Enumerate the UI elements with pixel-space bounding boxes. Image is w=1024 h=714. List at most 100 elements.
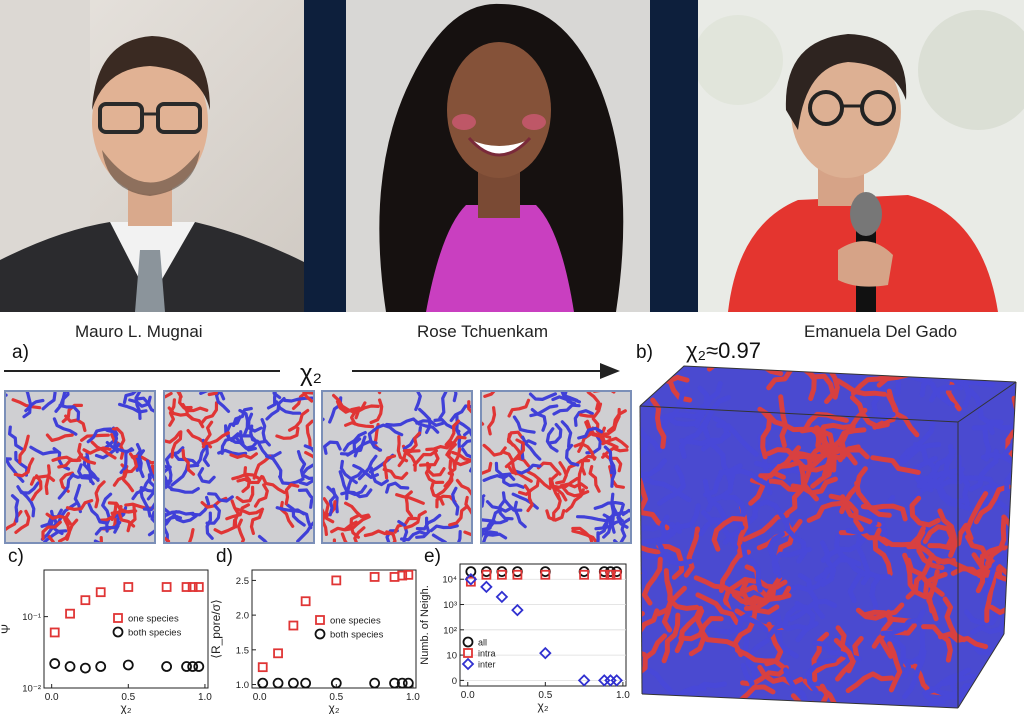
x-tick-label: 1.0 xyxy=(406,692,420,703)
fiber-segment xyxy=(451,450,471,462)
cube-fiber xyxy=(701,395,732,439)
fiber-segment xyxy=(45,512,72,526)
fiber-segment xyxy=(487,406,497,436)
fiber-segment xyxy=(165,464,173,489)
fiber-segment xyxy=(253,483,269,508)
fiber-segment xyxy=(181,448,196,476)
fiber-segment xyxy=(303,444,313,453)
cube-fiber xyxy=(640,517,683,534)
fiber-segment xyxy=(512,438,525,462)
fiber-segment xyxy=(526,470,552,490)
cube-fiber xyxy=(678,616,724,642)
data-point-one-species xyxy=(300,596,311,607)
cube-fiber xyxy=(640,429,650,480)
data-point-both-species xyxy=(122,659,134,671)
cube-fiber xyxy=(791,446,845,460)
cube-fiber xyxy=(839,466,868,515)
portrait-mauro xyxy=(0,0,304,312)
data-point-inter xyxy=(464,572,478,586)
y-tick-label: 2.0 xyxy=(236,611,249,622)
fiber-segment xyxy=(418,407,432,434)
chart-pore-radius: 0.0 0.5 1.0 χ₂ 1.0 1.5 2.0 2.5 ⟨R_pore/σ⟩ one spe… xyxy=(209,569,420,714)
fiber-segment xyxy=(139,488,152,518)
data-point-one-species xyxy=(288,620,299,631)
fiber-segment xyxy=(523,484,534,513)
data-point-one-species xyxy=(181,582,192,592)
data-point-both-species xyxy=(257,677,269,689)
fiber-segment xyxy=(170,487,200,494)
fiber-segment xyxy=(606,409,627,433)
fiber-segment xyxy=(304,451,313,459)
fiber-segment xyxy=(419,450,440,467)
fiber-segment xyxy=(11,398,42,410)
fiber-segment xyxy=(545,509,566,522)
cube-fiber xyxy=(926,569,940,622)
fiber-segment xyxy=(14,509,31,534)
fiber-segment xyxy=(214,392,231,413)
fiber-segment xyxy=(201,431,230,446)
y-tick-label: 10² xyxy=(443,625,457,636)
fiber-segment xyxy=(181,403,209,413)
fiber-segment xyxy=(171,511,198,524)
cube-fiber xyxy=(640,375,651,405)
fiber-segment xyxy=(343,515,371,532)
cube-fiber xyxy=(640,477,648,528)
fiber-segment xyxy=(435,471,454,497)
fiber-segment xyxy=(385,481,410,494)
x-tick-label: 0.5 xyxy=(329,692,343,703)
fiber-segment xyxy=(305,419,313,449)
fiber-segment xyxy=(344,501,370,519)
data-point-both-species xyxy=(187,661,199,672)
data-point-intra xyxy=(481,569,492,580)
fiber-segment xyxy=(252,454,272,480)
cube-fiber xyxy=(790,476,838,496)
fiber-segment xyxy=(44,464,51,495)
fiber-segment xyxy=(45,433,74,442)
fiber-segment xyxy=(165,446,185,468)
data-point-both-species xyxy=(300,677,312,689)
x-tick-label: 0.5 xyxy=(538,690,552,701)
cube-fiber xyxy=(986,687,1016,704)
chart-neighbors: 0.0 0.5 1.0 χ₂ 10⁴ 10³ 10² 10 0 Numb. of Neigh. al… xyxy=(419,563,630,713)
snapshot-2 xyxy=(163,390,315,544)
fiber-segment xyxy=(229,452,258,460)
fiber-segment xyxy=(58,518,79,542)
fiber-segment xyxy=(482,461,493,475)
fiber-segment xyxy=(573,409,594,427)
fiber-segment xyxy=(187,445,207,468)
fiber-segment xyxy=(448,504,469,527)
legend-label: intra xyxy=(478,649,496,659)
x-axis-label: χ₂ xyxy=(329,701,340,714)
fiber-segment xyxy=(482,495,485,508)
fiber-segment xyxy=(367,427,383,452)
fiber-segment xyxy=(296,521,313,542)
fiber-segment xyxy=(165,465,172,491)
x-tick-label: 1.0 xyxy=(616,690,630,701)
fiber-segment xyxy=(512,415,536,434)
cube-fiber xyxy=(695,592,740,626)
fiber-segment xyxy=(435,494,457,509)
fiber-segment xyxy=(101,492,113,520)
cube-fiber xyxy=(810,700,851,708)
cube-fiber xyxy=(751,366,784,377)
y-axis-label: Numb. of Neigh. xyxy=(419,585,431,664)
cube-fiber xyxy=(640,633,668,677)
data-point-one-species xyxy=(49,627,60,638)
data-point-both-species xyxy=(369,677,381,689)
fiber-segment xyxy=(463,428,471,437)
fiber-segment xyxy=(447,447,462,475)
fiber-segment xyxy=(29,445,59,456)
fiber-segment xyxy=(528,392,557,401)
fiber-segment xyxy=(291,392,313,410)
cube-fiber xyxy=(884,635,911,679)
fiber-segment xyxy=(14,450,29,477)
data-point-inter xyxy=(480,580,493,594)
fiber-segment xyxy=(205,503,221,525)
fiber-segment xyxy=(274,400,302,415)
fiber-segment xyxy=(16,481,40,495)
fiber-segment xyxy=(197,467,216,484)
cube-fiber xyxy=(641,556,663,606)
fiber-segment xyxy=(301,473,313,480)
fiber-segment xyxy=(404,490,414,518)
cube-fiber xyxy=(997,673,1016,708)
